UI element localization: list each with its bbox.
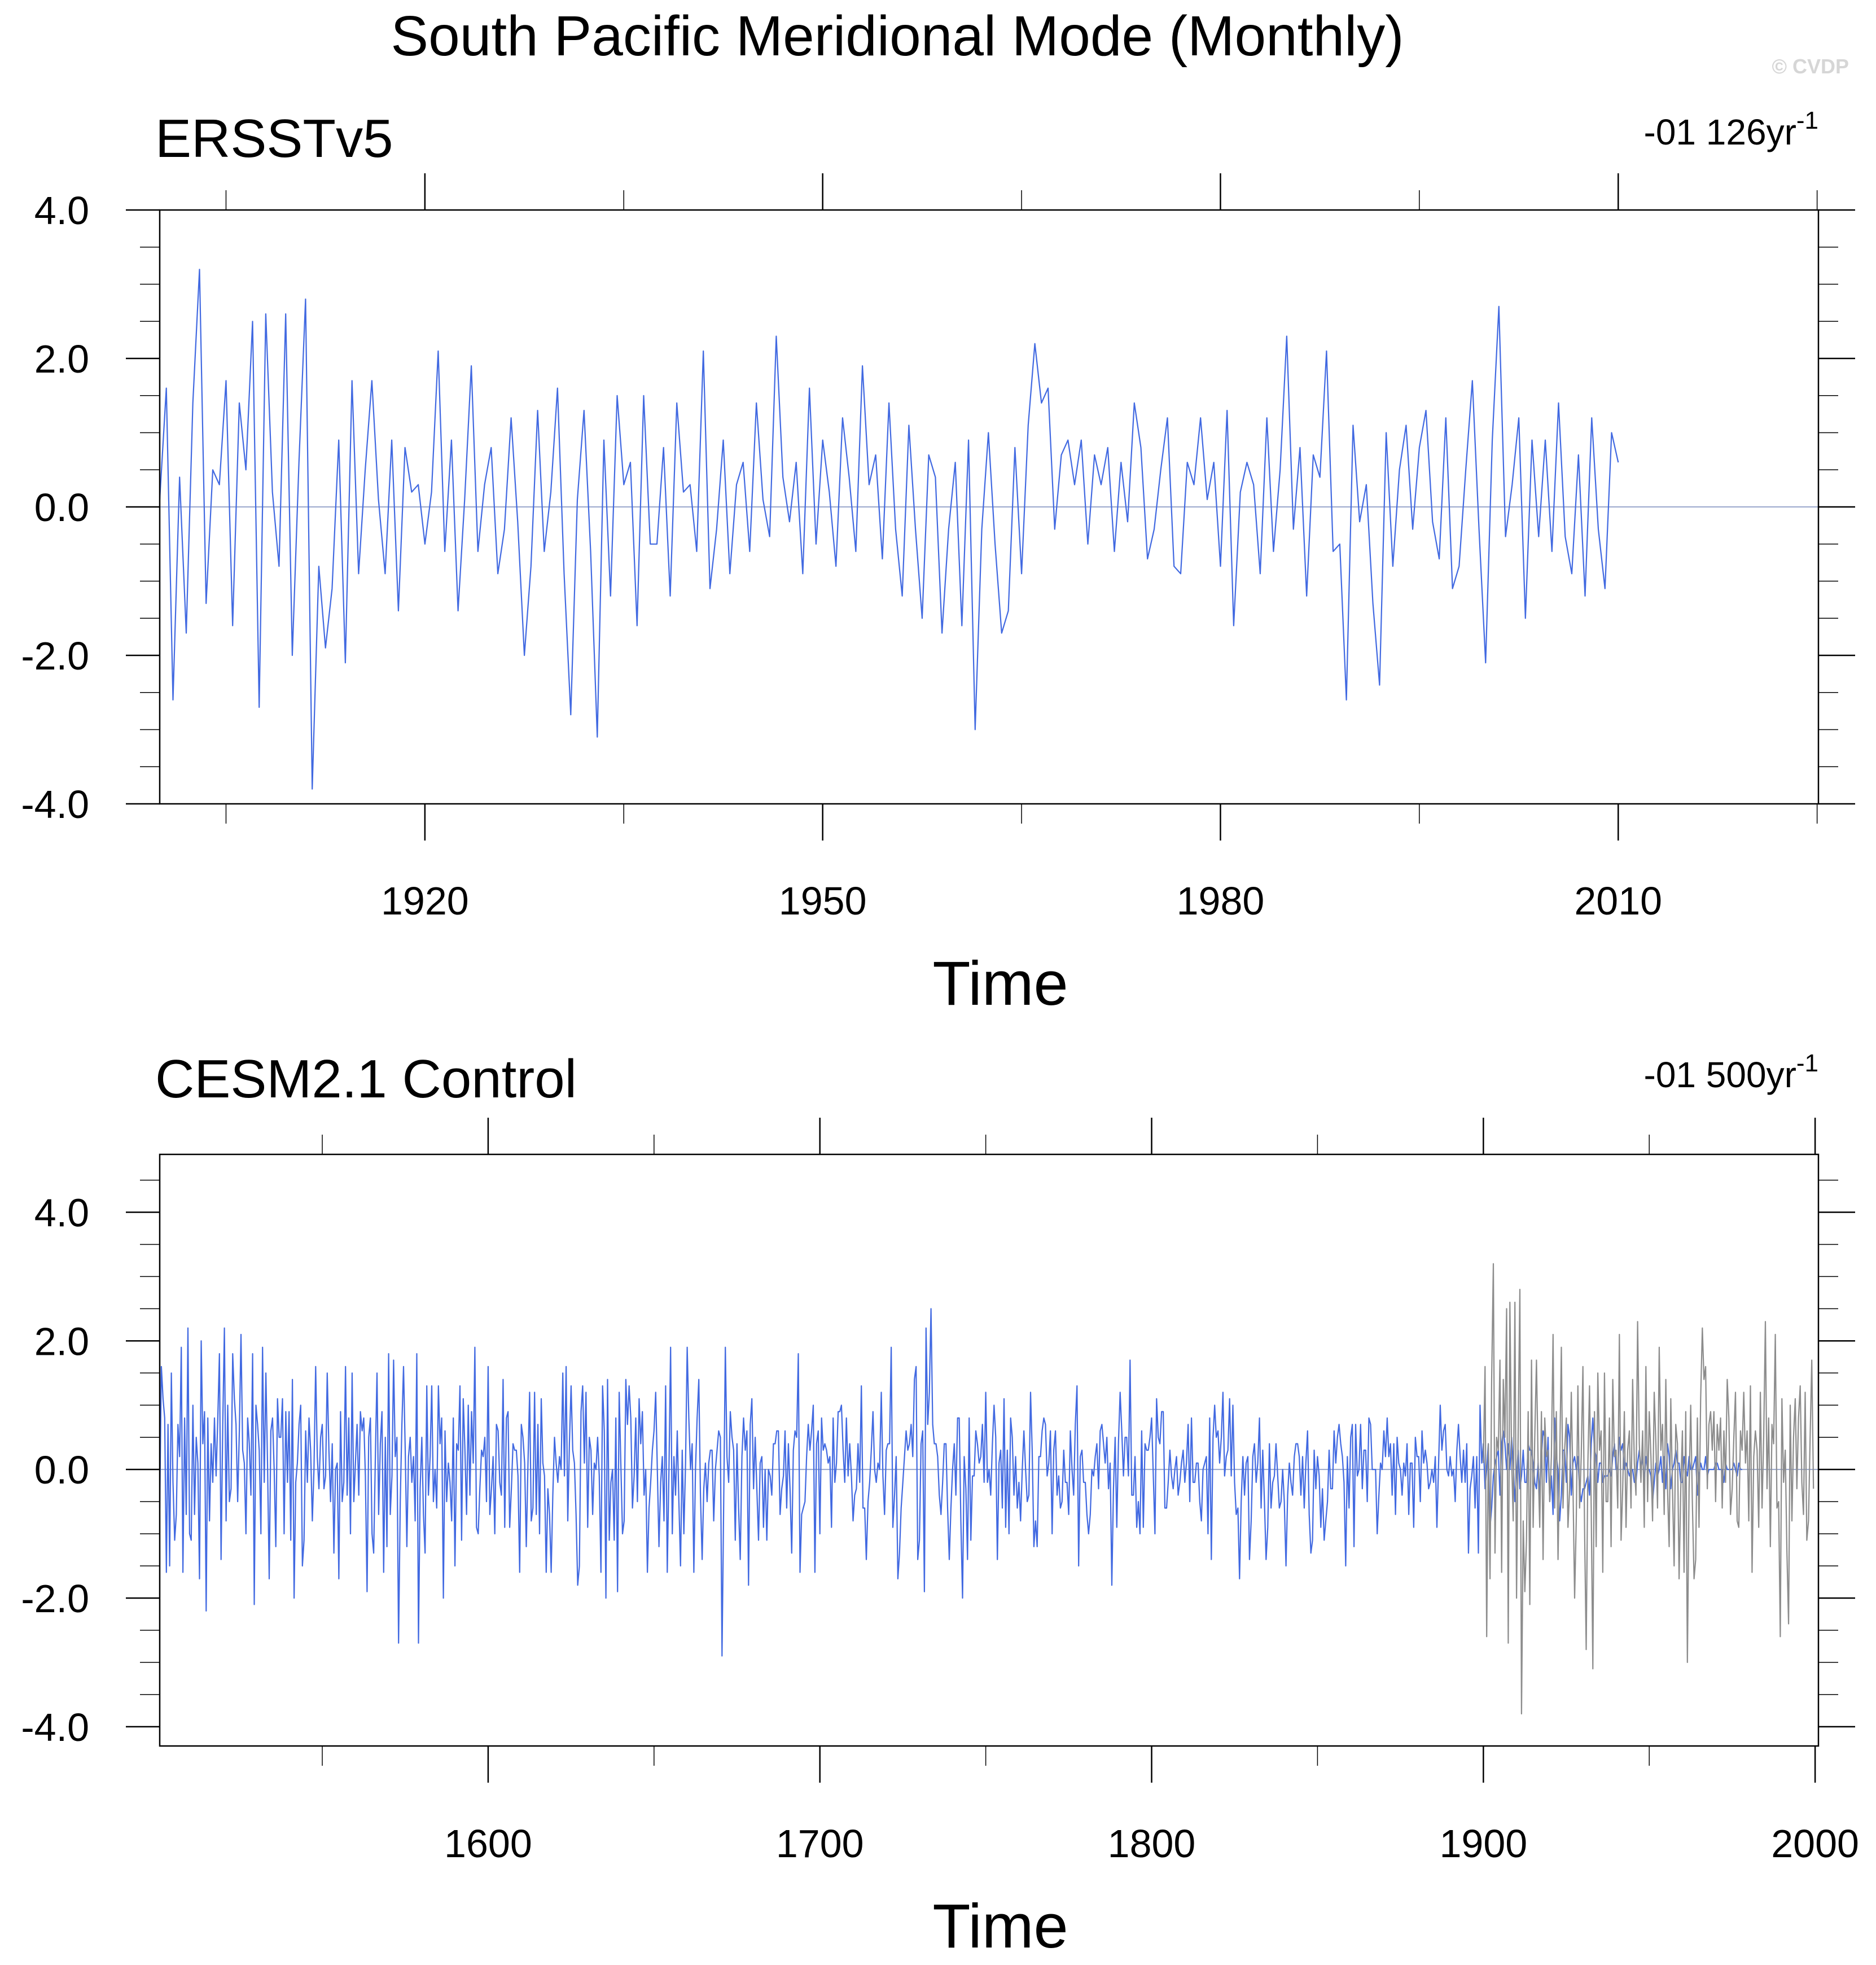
y-tick-label: 2.0 xyxy=(34,337,89,381)
panel-title: ERSSTv5 xyxy=(155,108,393,169)
trend-label: -01 126yr-1 xyxy=(1644,107,1819,152)
y-tick-label: 0.0 xyxy=(34,485,89,529)
x-axis-label: Time xyxy=(932,949,1068,1018)
trend-label: -01 500yr-1 xyxy=(1644,1049,1819,1095)
x-tick-label: 1950 xyxy=(779,879,867,923)
trend-superscript: -1 xyxy=(1796,1049,1818,1077)
trend-value: -01 126yr xyxy=(1644,112,1796,152)
x-tick-label: 1900 xyxy=(1439,1822,1527,1866)
trend-value: -01 500yr xyxy=(1644,1054,1796,1095)
series-line-0 xyxy=(159,1308,1742,1657)
trend-superscript: -1 xyxy=(1796,107,1818,134)
x-tick-label: 2010 xyxy=(1574,879,1662,923)
y-tick-label: -4.0 xyxy=(21,782,89,826)
y-tick-label: 4.0 xyxy=(34,1191,89,1235)
x-tick-label: 1700 xyxy=(776,1822,864,1866)
figure-title: South Pacific Meridional Mode (Monthly) xyxy=(391,5,1404,68)
x-tick-label: 2000 xyxy=(1771,1822,1859,1866)
watermark: © CVDP xyxy=(1772,55,1849,78)
x-tick-label: 1800 xyxy=(1108,1822,1196,1866)
panel-cesm-control: CESM2.1 Control -01 500yr-1 -4.0 -2.0 0.0 2… xyxy=(21,1049,1859,1961)
x-tick-label: 1980 xyxy=(1177,879,1265,923)
y-tick-label: 0.0 xyxy=(34,1448,89,1492)
y-tick-label: 2.0 xyxy=(34,1319,89,1363)
panel-ersstv5: ERSSTv5 -01 126yr-1 -4.0 -2.0 0.0 2.0 4.0 192… xyxy=(21,107,1855,1018)
x-tick-label: 1920 xyxy=(381,879,469,923)
y-tick-label: -2.0 xyxy=(21,634,89,678)
y-tick-label: -4.0 xyxy=(21,1705,89,1749)
x-axis-label: Time xyxy=(932,1892,1068,1961)
plot-area: -4.0 -2.0 0.0 2.0 4.0 1600 1700 1800 1900 2000 Tim… xyxy=(21,1118,1859,1961)
plot-area: -4.0 -2.0 0.0 2.0 4.0 1920 1950 1980 2010 Time xyxy=(21,173,1855,1018)
y-tick-label: 4.0 xyxy=(34,189,89,233)
y-tick-label: -2.0 xyxy=(21,1577,89,1621)
series-line-1 xyxy=(1483,1263,1814,1715)
panel-title: CESM2.1 Control xyxy=(155,1049,577,1109)
x-tick-label: 1600 xyxy=(444,1822,532,1866)
series-line-0 xyxy=(159,269,1619,790)
plot-frame xyxy=(159,1153,1820,1747)
